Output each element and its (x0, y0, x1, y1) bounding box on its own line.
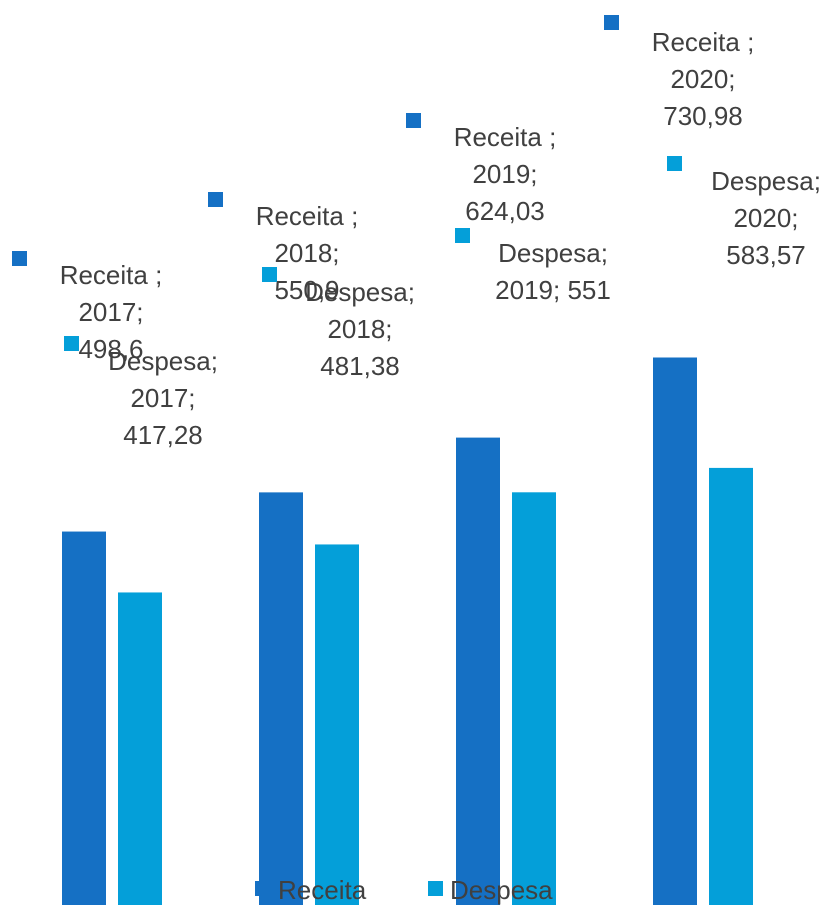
data-label-line: 2020; (670, 64, 735, 94)
data-label-receita-2020: Receita ; 2020; 730,98 (652, 27, 755, 131)
data-label-despesa-2017: Despesa; 2017; 417,28 (108, 346, 218, 450)
data-label-line: 730,98 (663, 101, 743, 131)
bar-receita-2019 (456, 437, 500, 905)
data-label-line: Despesa; (305, 277, 415, 307)
data-label-line: 2018; (274, 238, 339, 268)
data-label-line: 2020; (733, 203, 798, 233)
data-label-line: Receita ; (652, 27, 755, 57)
data-label-key-receita-2019 (406, 113, 421, 128)
data-label-key-despesa-2017 (64, 336, 79, 351)
data-label-line: Despesa; (498, 238, 608, 268)
data-label-key-despesa-2018 (262, 267, 277, 282)
data-label-line: 481,38 (320, 351, 400, 381)
data-label-line: Receita ; (256, 201, 359, 231)
legend-key-receita (255, 881, 270, 896)
data-label-despesa-2018: Despesa; 2018; 481,38 (305, 277, 415, 381)
data-label-line: 583,57 (726, 240, 806, 270)
data-label-line: 417,28 (123, 420, 203, 450)
legend-label-despesa: Despesa (450, 875, 553, 905)
data-label-line: 550,9 (274, 275, 339, 305)
data-label-line: 2017; (78, 297, 143, 327)
data-label-despesa-2020: Despesa; 2020; 583,57 (711, 166, 821, 270)
data-label-receita-2019: Receita ; 2019; 624,03 (454, 122, 557, 226)
data-label-line: 498,6 (78, 334, 143, 364)
legend: Receita Despesa (255, 875, 553, 905)
data-label-key-despesa-2020 (667, 156, 682, 171)
bar-despesa-2017 (118, 592, 162, 905)
data-label-key-receita-2017 (12, 251, 27, 266)
bar-receita-2017 (62, 531, 106, 905)
data-label-line: 2017; (130, 383, 195, 413)
data-label-line: 2019; (472, 159, 537, 189)
legend-key-despesa (428, 881, 443, 896)
data-label-receita-2018: Receita ; 2018; 550,9 (256, 201, 359, 305)
bars-layer (62, 357, 753, 905)
bar-despesa-2019 (512, 492, 556, 905)
data-label-line: Despesa; (108, 346, 218, 376)
data-label-key-receita-2020 (604, 15, 619, 30)
bar-despesa-2020 (709, 467, 753, 905)
bar-receita-2018 (259, 492, 303, 905)
data-label-line: 624,03 (465, 196, 545, 226)
data-label-line: 2018; (327, 314, 392, 344)
legend-label-receita: Receita (278, 875, 367, 905)
bar-receita-2020 (653, 357, 697, 905)
data-label-line: Despesa; (711, 166, 821, 196)
data-label-key-despesa-2019 (455, 228, 470, 243)
bar-despesa-2018 (315, 544, 359, 905)
data-label-line: Receita ; (60, 260, 163, 290)
data-label-despesa-2019: Despesa; 2019; 551 (495, 238, 611, 305)
data-label-line: 2019; 551 (495, 275, 611, 305)
data-label-receita-2017: Receita ; 2017; 498,6 (60, 260, 163, 364)
data-label-line: Receita ; (454, 122, 557, 152)
data-label-key-receita-2018 (208, 192, 223, 207)
